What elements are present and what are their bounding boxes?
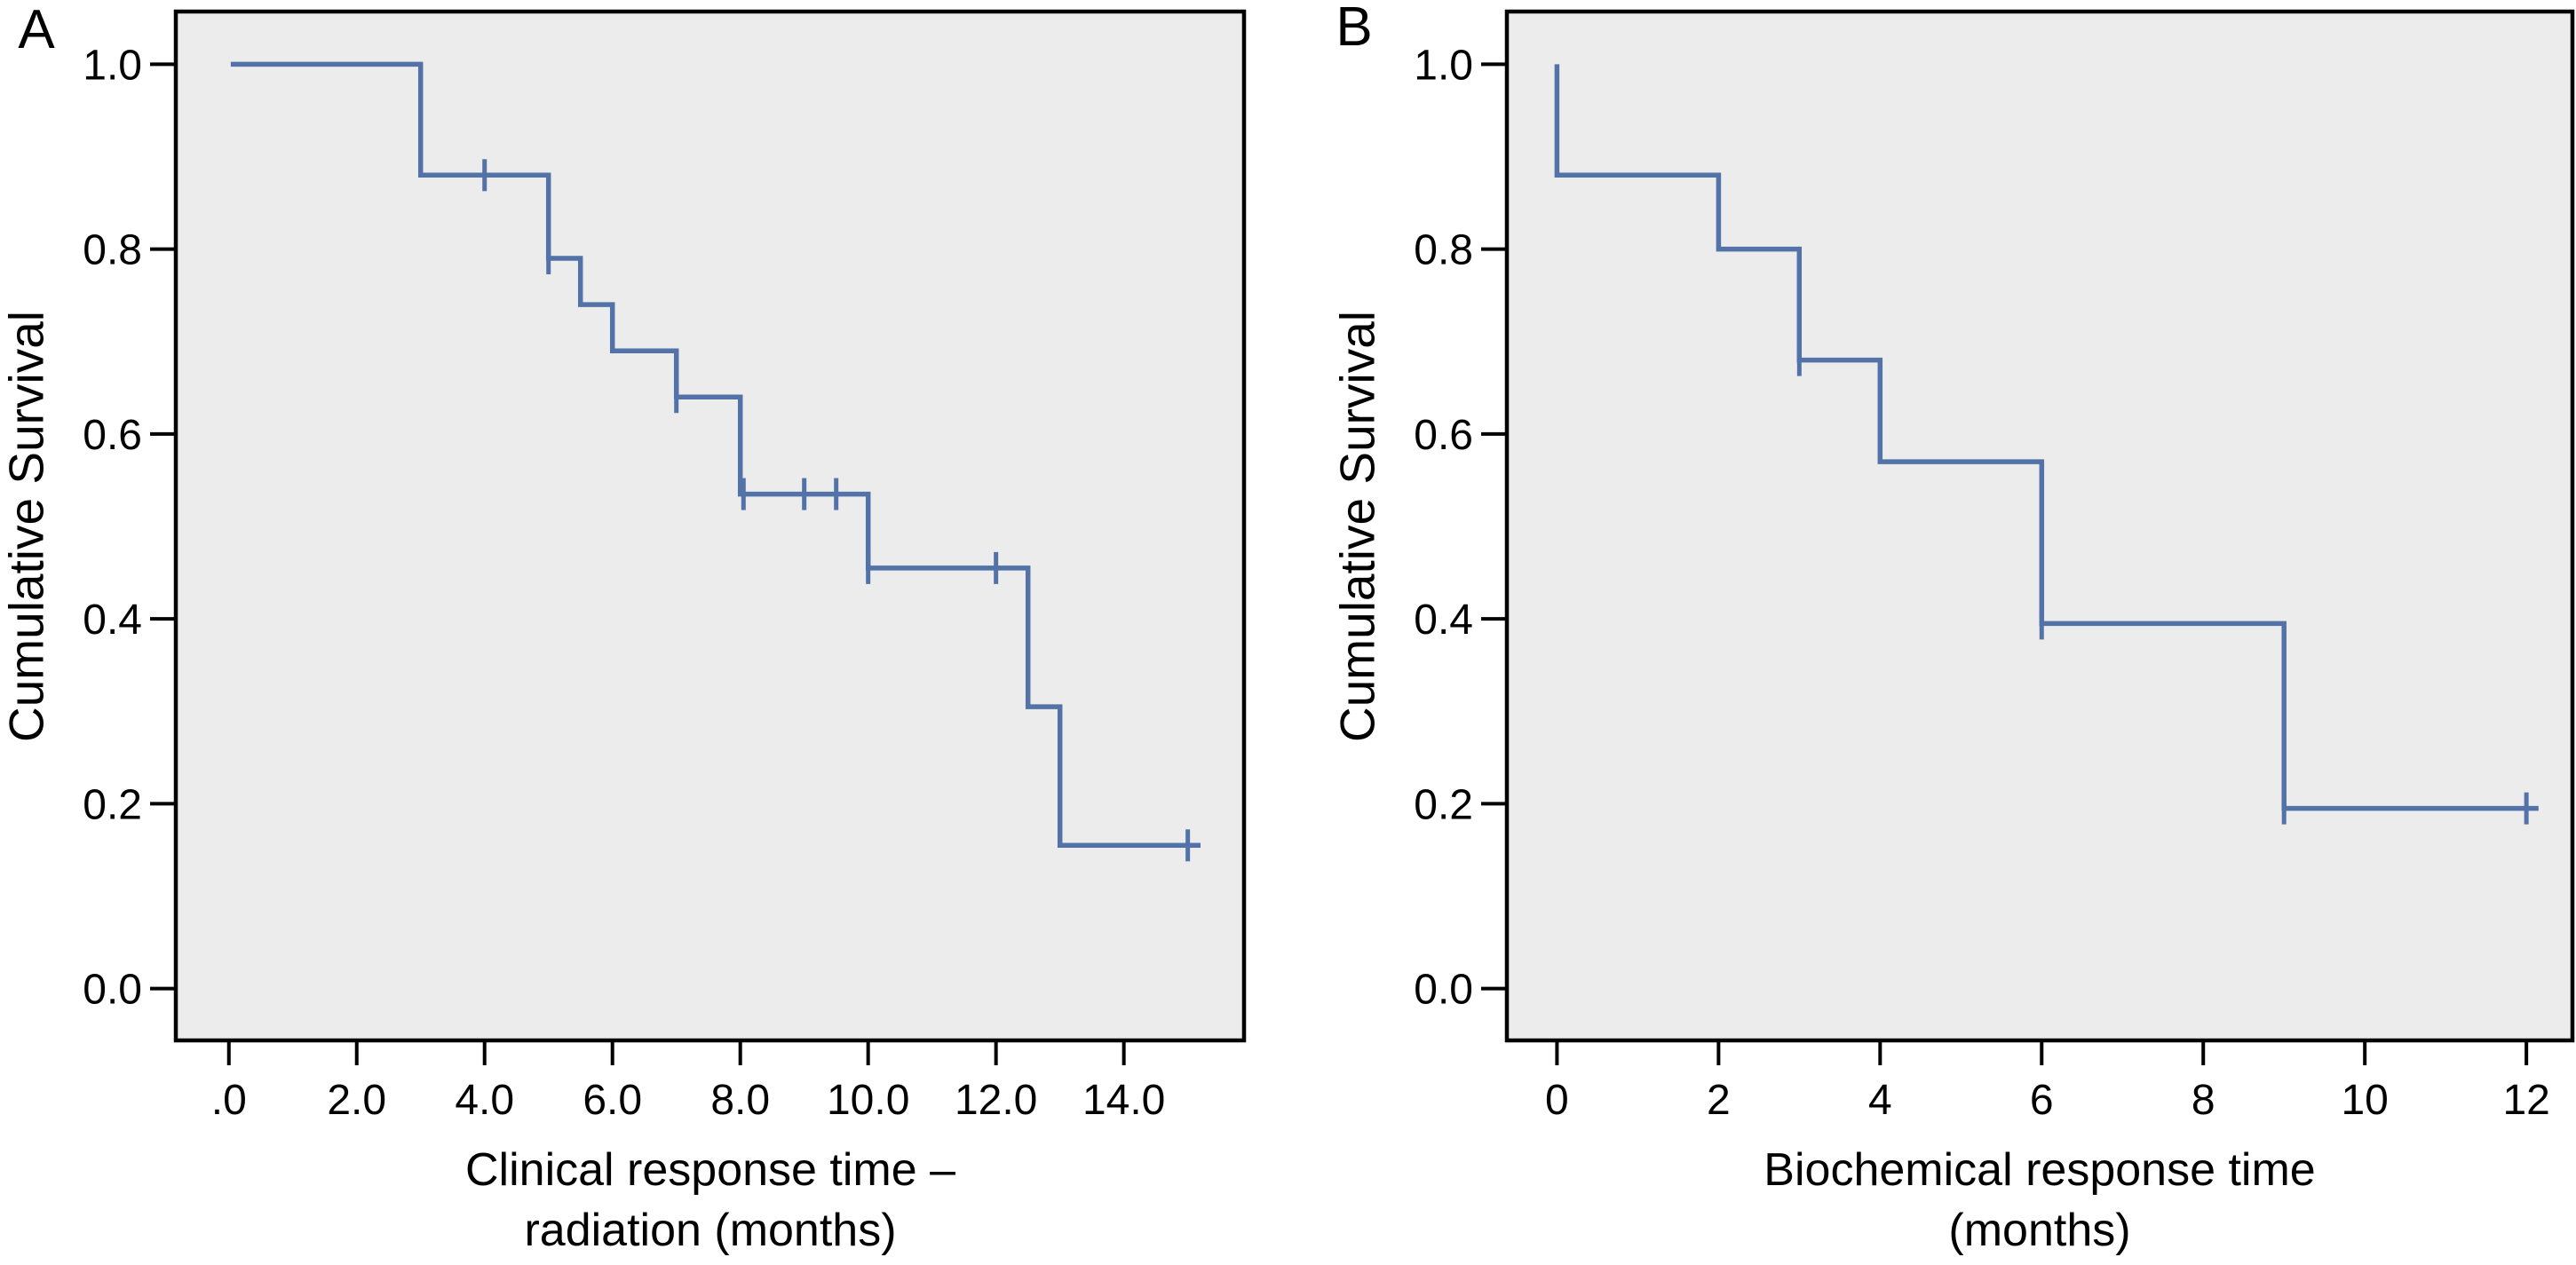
survival-curve	[230, 61, 1201, 849]
x-tick-label: 8	[2192, 1077, 2215, 1124]
x-tick-label: 2	[1707, 1077, 1731, 1124]
y-tick-label: 0.2	[1414, 781, 1473, 828]
panel-b-y-axis-title: Cumulative Survival	[1329, 310, 1385, 743]
y-tick-label: 0.8	[83, 227, 142, 274]
x-tick-label: 8.0	[710, 1077, 770, 1124]
y-tick-label: 0.6	[83, 412, 142, 459]
y-tick-label: 1.0	[1414, 42, 1473, 89]
y-tick-label: 0.4	[83, 597, 142, 644]
panel-b-letter: B	[1336, 0, 1373, 58]
panel-a-x-axis-title-line2: radiation (months)	[524, 1205, 897, 1256]
x-tick-label: 4	[1868, 1077, 1892, 1124]
plot-frame	[1504, 9, 2575, 1043]
panel-a-x-axis-title-line1: Clinical response time –	[464, 1144, 956, 1196]
km-panel-a: .0 2.0 4.0 6.0 8.0 10.0 12.0 14.0 0.0 0.2 0.4 0.6 0.…	[83, 9, 1247, 1124]
x-tick-label: 10.0	[827, 1077, 909, 1124]
y-tick-label: 1.0	[83, 42, 142, 89]
x-tick-label: 12.0	[955, 1077, 1037, 1124]
x-tick-label: 6.0	[583, 1077, 642, 1124]
y-tick-label: 0.6	[1414, 412, 1473, 459]
panel-b-x-axis-title-line2: (months)	[1948, 1205, 2131, 1256]
panel-b-x-axis-title-line1: Biochemical response time	[1764, 1144, 2316, 1196]
x-tick-label: 6	[2030, 1077, 2054, 1124]
panel-a-y-axis-title: Cumulative Survival	[0, 310, 54, 743]
y-tick-label: 0.0	[83, 967, 142, 1014]
x-tick-label: 2.0	[327, 1077, 386, 1124]
x-tick-label: .0	[211, 1077, 247, 1124]
y-tick-label: 0.2	[83, 781, 142, 828]
y-tick-label: 0.8	[1414, 227, 1473, 274]
x-tick-label: 12	[2502, 1077, 2549, 1124]
plot-area-panel-a	[176, 12, 1244, 1040]
km-panel-b: 0 2 4 6 8 10 12 0.0 0.2 0.4 0.6 0.8 1.0	[1414, 9, 2575, 1124]
x-tick-label: 4.0	[455, 1077, 514, 1124]
y-tick-label: 0.4	[1414, 597, 1473, 644]
panel-a-letter: A	[18, 0, 55, 60]
y-tick-label: 0.0	[1414, 967, 1473, 1014]
x-tick-label: 14.0	[1082, 1077, 1165, 1124]
plot-frame	[173, 9, 1247, 1043]
x-tick-label: 0	[1545, 1077, 1569, 1124]
x-tick-label: 10	[2341, 1077, 2388, 1124]
survival-curve	[1554, 64, 2539, 811]
